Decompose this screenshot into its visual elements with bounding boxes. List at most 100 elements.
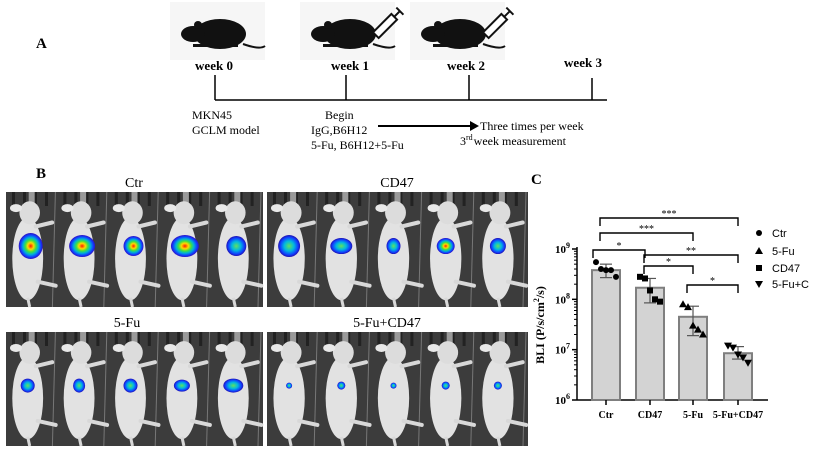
y-tick-exponent: 7	[566, 342, 570, 351]
holder-bar	[481, 332, 485, 346]
significance-bracket	[599, 217, 739, 226]
bioluminescence-signal	[386, 238, 401, 255]
mouse-body	[430, 217, 462, 301]
mouse-ear	[427, 343, 440, 352]
mouse-head	[225, 341, 246, 364]
treatment-note: 5-Fu, B6H12+5-Fu	[311, 138, 404, 152]
holder-bar	[45, 192, 48, 206]
holder-bar	[96, 192, 100, 206]
bioluminescence-signal	[18, 233, 43, 260]
bioluminescence-signal	[390, 382, 397, 389]
panel-c-label: C	[531, 172, 542, 188]
holder-bar	[399, 332, 403, 346]
holder-bar	[96, 332, 100, 346]
nose-cone	[182, 332, 189, 346]
data-point	[744, 359, 752, 367]
mouse-body	[325, 357, 357, 440]
mouse-head	[332, 341, 354, 364]
mouse-tail	[444, 436, 450, 447]
holder-bar	[217, 332, 221, 346]
data-point	[689, 321, 697, 329]
divider	[522, 331, 527, 447]
legend-marker	[756, 230, 762, 236]
mouse-tail	[231, 436, 237, 447]
divider	[206, 191, 211, 308]
holder-bar	[125, 192, 129, 206]
divider	[470, 331, 475, 447]
holder-bar	[410, 192, 414, 206]
mouse-hindlimb	[35, 279, 58, 288]
nose-cone	[290, 192, 297, 206]
holder-bar	[74, 332, 78, 346]
holder-bar	[199, 332, 203, 346]
mouse-tail	[287, 297, 293, 308]
holder-bar	[358, 192, 362, 206]
holder-bar	[12, 332, 15, 346]
rat-head	[421, 26, 445, 42]
mouse-body	[166, 217, 198, 301]
holder-bar	[306, 332, 309, 346]
mouse-forelimb	[187, 220, 209, 229]
mouse-head	[122, 341, 143, 364]
mouse-head	[489, 341, 511, 364]
mouse-hindlimb	[35, 418, 58, 427]
holder-bar	[377, 332, 381, 346]
rat-body	[434, 19, 486, 49]
mouse-head	[19, 201, 40, 225]
mouse-ear	[215, 343, 228, 352]
mouse-tail	[392, 436, 397, 447]
legend-label: 5-Fu+C	[772, 279, 809, 291]
nose-cone	[28, 192, 35, 206]
week-label: week 2	[447, 58, 485, 73]
divider	[418, 191, 423, 308]
bioluminescence-signal	[436, 238, 455, 255]
syringe-icon	[481, 6, 515, 40]
holder-bar	[347, 332, 351, 346]
data-point	[679, 300, 687, 308]
holder-bar	[136, 332, 140, 346]
mouse-ear	[61, 204, 74, 213]
y-tick-exponent: 9	[566, 241, 570, 250]
mouse-hindlimb	[87, 418, 110, 427]
divider	[470, 191, 475, 308]
mouse-hindlimb	[138, 279, 161, 288]
mouse-hindlimb	[87, 279, 110, 288]
holder-bar	[503, 332, 507, 346]
group-title: Ctr	[125, 176, 143, 191]
rat-icon	[410, 2, 515, 60]
syringe-barrel	[481, 12, 509, 40]
mouse-ear	[323, 204, 336, 213]
mouse-ear	[164, 343, 177, 352]
bioluminescence-signal	[69, 235, 96, 258]
x-tick-label: CD47	[638, 410, 662, 421]
mouse-hindlimb	[241, 418, 264, 427]
holder-bar	[177, 332, 181, 346]
mouse-body	[12, 217, 44, 301]
data-point	[598, 266, 604, 273]
mouse-ear	[375, 204, 388, 213]
arrow-head-icon	[470, 121, 479, 131]
holder-bar	[23, 192, 26, 206]
mouse-body	[12, 357, 44, 440]
nose-cone	[498, 332, 505, 346]
mouse-hindlimb	[189, 279, 212, 288]
significance-label: *	[710, 276, 715, 287]
mouse-forelimb	[136, 220, 157, 229]
significance-label: *	[666, 257, 671, 268]
divider	[103, 191, 108, 308]
mouse-body	[63, 357, 95, 440]
syringe-barrel	[371, 12, 399, 40]
y-tick-exponent: 6	[566, 392, 570, 401]
mouse-body	[217, 357, 249, 440]
mouse-ear	[10, 343, 22, 352]
treatment-note: Begin	[325, 108, 354, 122]
bioluminescence-signal	[489, 238, 506, 255]
holder-bar	[514, 332, 518, 346]
divider	[51, 331, 56, 447]
rat-tail	[372, 43, 396, 49]
holder-bar	[250, 192, 254, 206]
significance-bracket	[599, 232, 694, 241]
mouse-forelimb	[295, 220, 316, 229]
mouse-forelimb	[239, 220, 260, 229]
